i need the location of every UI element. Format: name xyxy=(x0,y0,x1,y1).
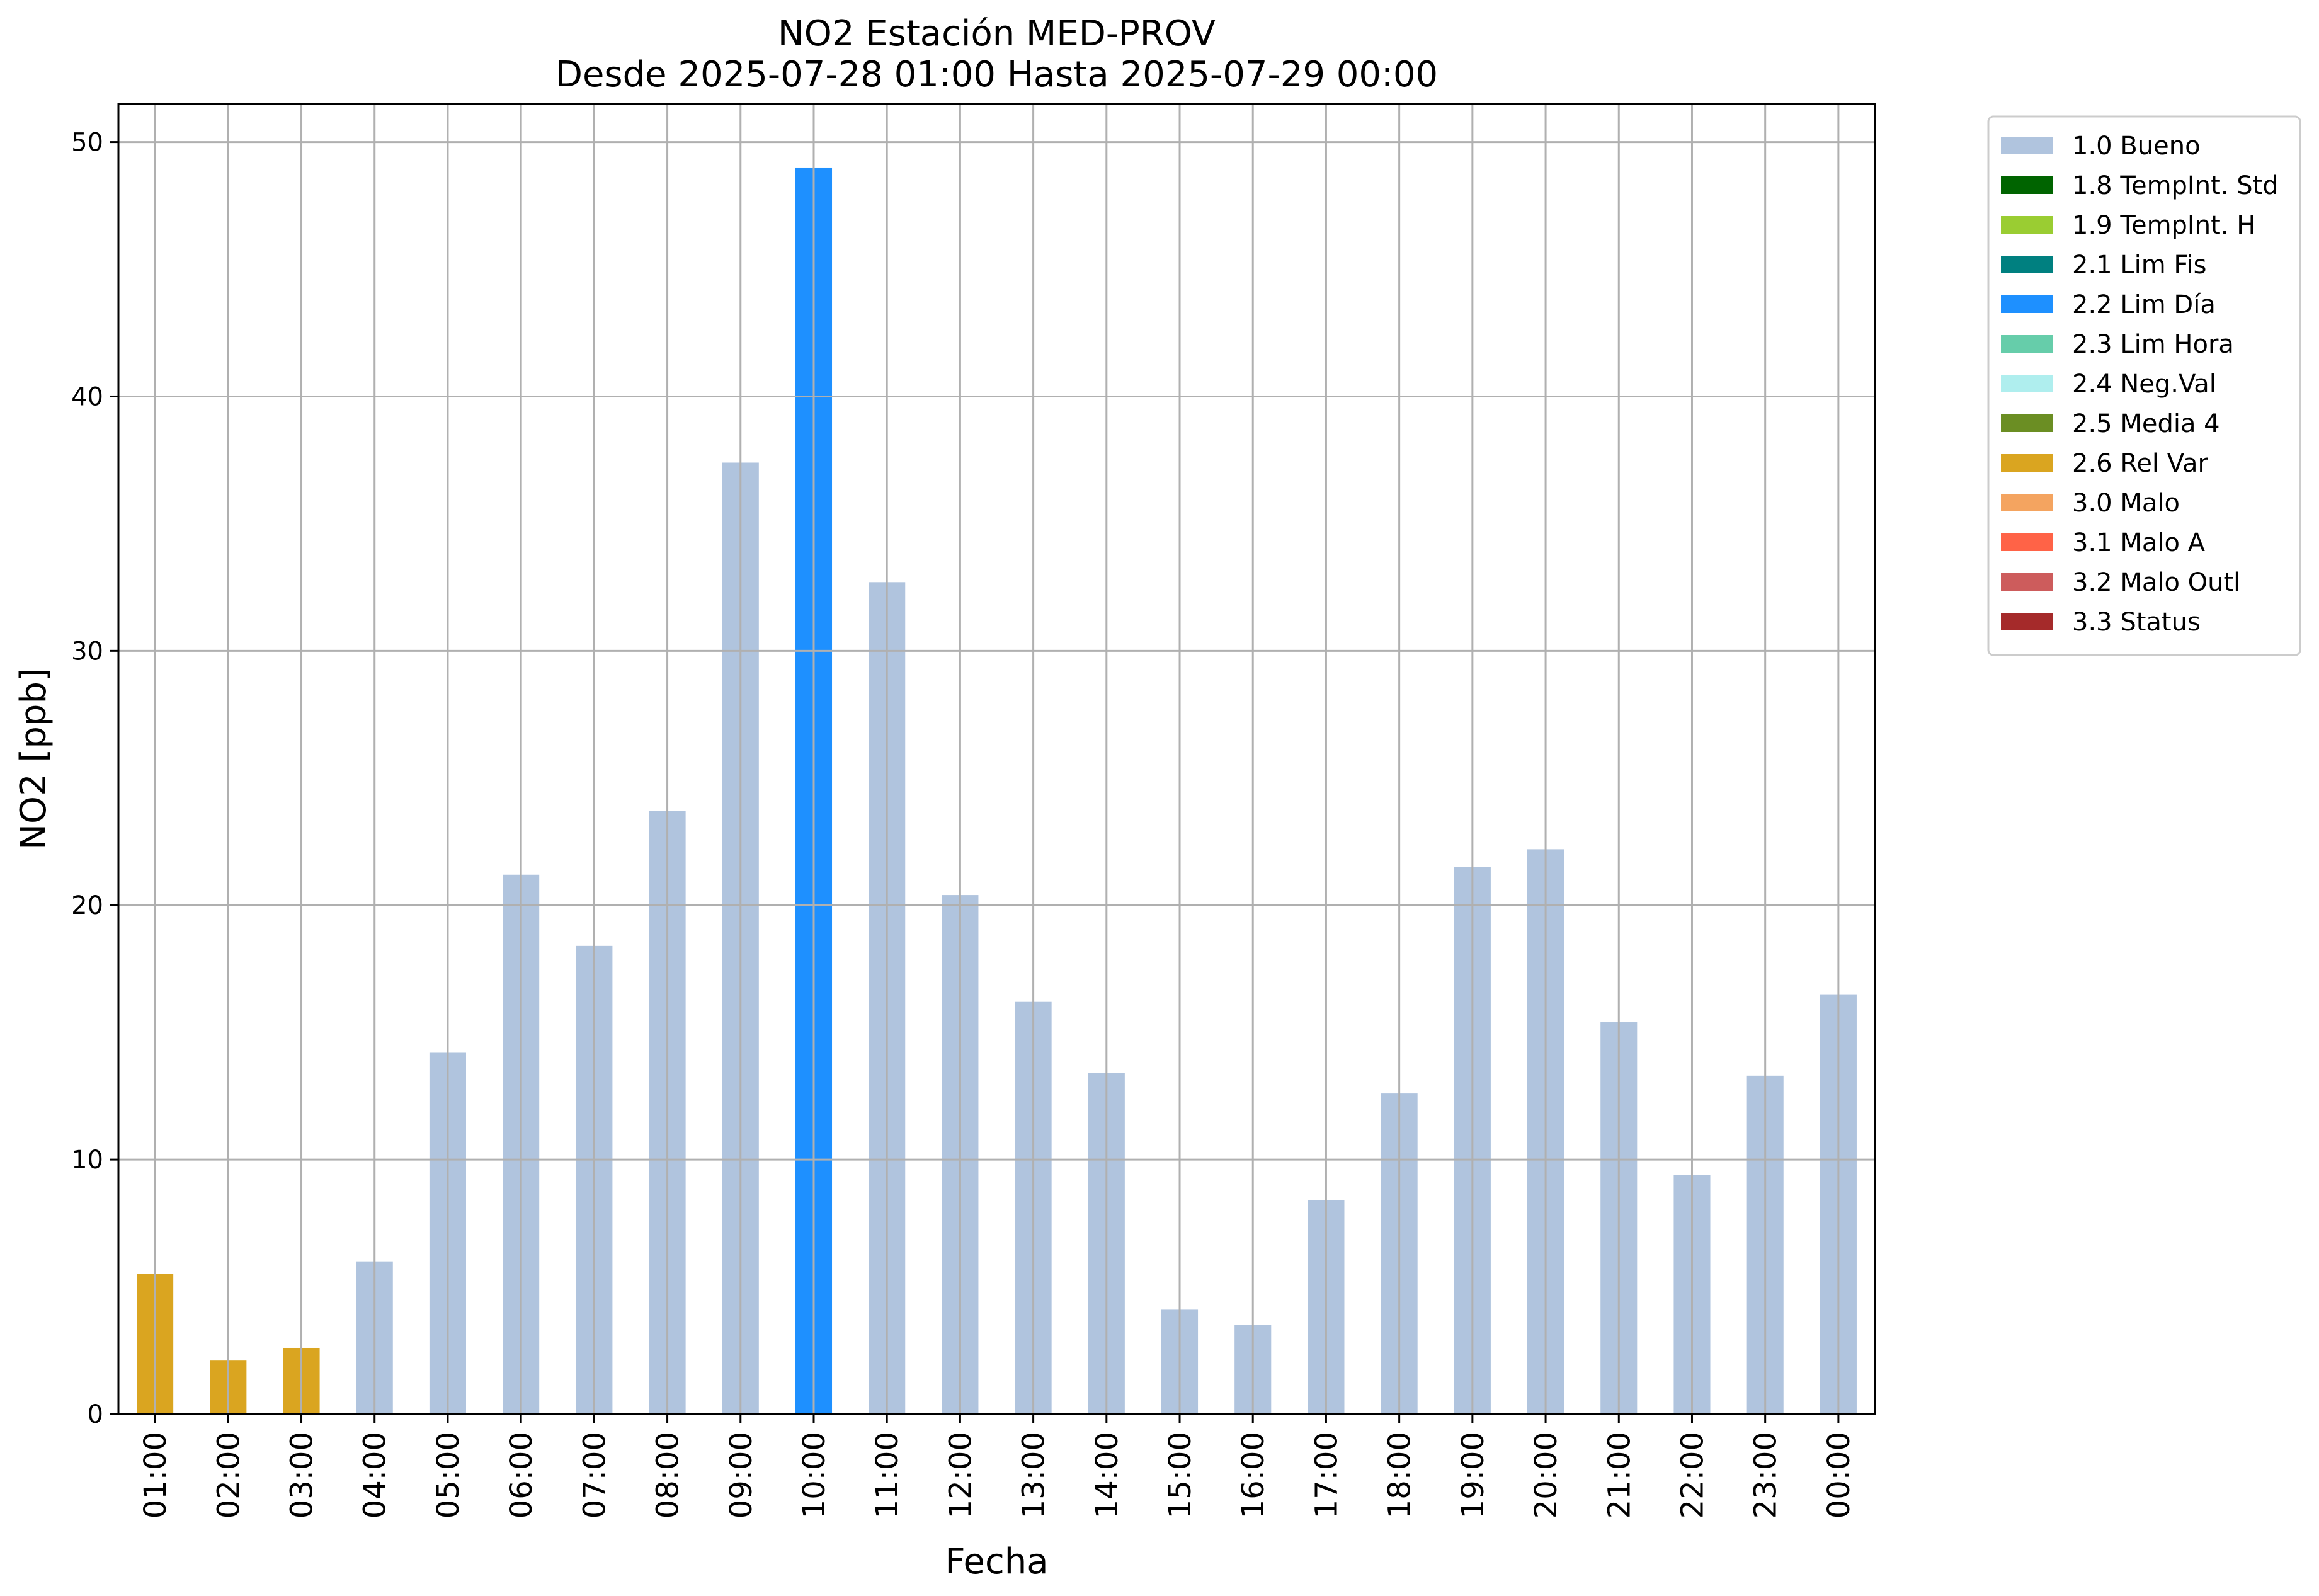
x-tick-label: 04:00 xyxy=(358,1432,393,1519)
x-tick-label: 00:00 xyxy=(1821,1432,1857,1519)
y-tick-label: 50 xyxy=(71,128,103,157)
x-tick-label: 08:00 xyxy=(651,1432,686,1519)
x-tick-label: 07:00 xyxy=(577,1432,612,1519)
y-tick-label: 0 xyxy=(88,1400,103,1429)
x-tick-label: 01:00 xyxy=(138,1432,173,1519)
legend: 1.0 Bueno 1.8 TempInt. Std 1.9 TempInt. H 2… xyxy=(1987,115,2301,656)
x-tick-label: 17:00 xyxy=(1309,1432,1344,1519)
legend-label: 1.8 TempInt. Std xyxy=(2072,171,2279,200)
legend-label: 1.0 Bueno xyxy=(2072,132,2201,161)
legend-swatch xyxy=(2001,335,2053,353)
x-tick-label: 23:00 xyxy=(1748,1432,1784,1519)
legend-swatch xyxy=(2001,176,2053,194)
legend-swatch xyxy=(2001,216,2053,234)
legend-label: 2.3 Lim Hora xyxy=(2072,330,2234,359)
x-tick-label: 10:00 xyxy=(797,1432,832,1519)
legend-swatch xyxy=(2001,613,2053,630)
legend-swatch xyxy=(2001,414,2053,432)
grid-lines xyxy=(118,104,1875,1414)
x-axis-label: Fecha xyxy=(945,1541,1048,1582)
x-tick-label: 12:00 xyxy=(943,1432,978,1519)
legend-label: 3.2 Malo Outl xyxy=(2072,568,2240,597)
legend-box xyxy=(1987,115,2301,656)
y-axis-label: NO2 [ppb] xyxy=(13,668,54,850)
legend-label: 2.4 Neg.Val xyxy=(2072,370,2216,399)
y-tick-label: 30 xyxy=(71,637,103,666)
legend-label: 2.1 Lim Fis xyxy=(2072,251,2206,280)
y-axis: 0 10 20 30 40 50 xyxy=(71,128,118,1429)
plot-frame xyxy=(117,103,1876,1415)
y-tick-label: 20 xyxy=(71,891,103,920)
x-tick-label: 03:00 xyxy=(285,1432,320,1519)
legend-label: 2.6 Rel Var xyxy=(2072,449,2209,478)
legend-label: 3.0 Malo xyxy=(2072,489,2180,518)
legend-label: 2.2 Lim Día xyxy=(2072,290,2216,319)
legend-label: 3.1 Malo A xyxy=(2072,528,2206,557)
legend-label: 2.5 Media 4 xyxy=(2072,409,2220,438)
x-tick-label: 16:00 xyxy=(1236,1432,1271,1519)
x-tick-label: 05:00 xyxy=(431,1432,466,1519)
legend-swatch xyxy=(2001,137,2053,154)
x-tick-label: 22:00 xyxy=(1675,1432,1710,1519)
x-tick-label: 15:00 xyxy=(1163,1432,1198,1519)
x-tick-label: 09:00 xyxy=(724,1432,759,1519)
legend-label: 1.9 TempInt. H xyxy=(2072,211,2255,240)
legend-swatch xyxy=(2001,494,2053,511)
legend-swatch xyxy=(2001,454,2053,472)
x-tick-label: 14:00 xyxy=(1090,1432,1125,1519)
legend-label: 3.3 Status xyxy=(2072,608,2201,637)
legend-swatch xyxy=(2001,295,2053,313)
chart-subtitle: Desde 2025-07-28 01:00 Hasta 2025-07-29 … xyxy=(556,54,1438,95)
legend-swatch xyxy=(2001,256,2053,273)
chart-title: NO2 Estación MED-PROV xyxy=(778,13,1216,54)
x-tick-label: 18:00 xyxy=(1382,1432,1418,1519)
x-tick-label: 13:00 xyxy=(1017,1432,1052,1519)
x-tick-label: 06:00 xyxy=(504,1432,539,1519)
y-tick-label: 10 xyxy=(71,1146,103,1175)
x-axis: 01:00 02:00 03:00 04:00 05:00 06:00 07:00 08:00… xyxy=(138,1414,1857,1519)
legend-swatch xyxy=(2001,375,2053,392)
x-tick-label: 02:00 xyxy=(211,1432,246,1519)
x-tick-label: 21:00 xyxy=(1602,1432,1637,1519)
x-tick-label: 20:00 xyxy=(1529,1432,1564,1519)
bars xyxy=(137,167,1857,1414)
legend-swatch xyxy=(2001,533,2053,551)
x-tick-label: 19:00 xyxy=(1456,1432,1491,1519)
x-tick-label: 11:00 xyxy=(870,1432,905,1519)
y-tick-label: 40 xyxy=(71,382,103,411)
legend-swatch xyxy=(2001,573,2053,591)
